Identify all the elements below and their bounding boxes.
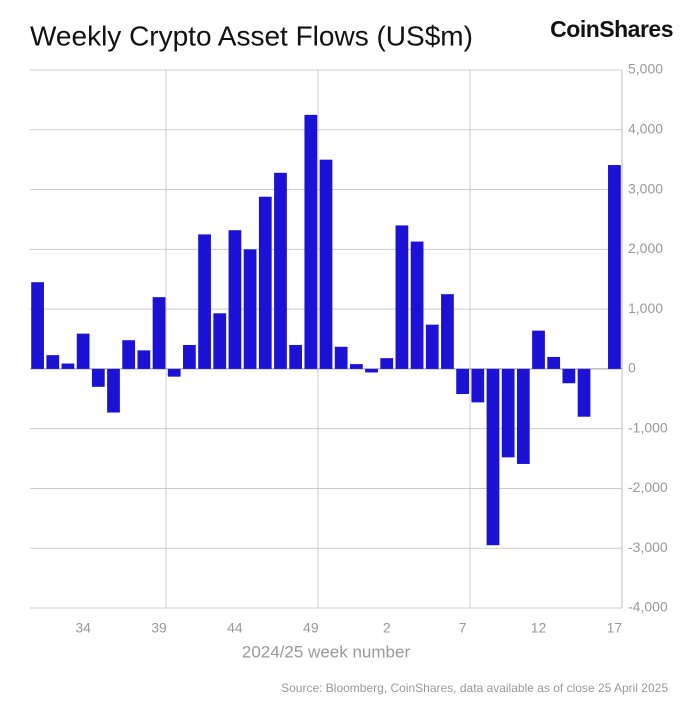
bar bbox=[228, 230, 242, 369]
x-tick-label: 2 bbox=[383, 620, 391, 636]
bar bbox=[562, 368, 576, 384]
bar bbox=[425, 324, 439, 369]
bar bbox=[365, 368, 378, 373]
bar bbox=[410, 241, 424, 369]
bar bbox=[152, 297, 166, 369]
y-tick-label: 0 bbox=[628, 360, 636, 376]
y-tick-label: 4,000 bbox=[628, 120, 663, 136]
x-tick-label: 34 bbox=[75, 620, 91, 636]
bar bbox=[213, 313, 227, 369]
bar bbox=[167, 368, 181, 377]
bar bbox=[304, 114, 318, 369]
y-tick-label: 1,000 bbox=[628, 300, 663, 316]
bar bbox=[577, 368, 591, 417]
y-tick-label: -4,000 bbox=[628, 599, 668, 615]
bar bbox=[486, 368, 500, 546]
y-tick-label: -2,000 bbox=[628, 479, 668, 495]
bar bbox=[516, 368, 530, 464]
y-tick-label: -1,000 bbox=[628, 419, 668, 435]
bar bbox=[183, 344, 196, 369]
x-tick-label: 12 bbox=[531, 620, 547, 636]
x-tick-label: 44 bbox=[227, 620, 243, 636]
chart-title: Weekly Crypto Asset Flows (US$m) bbox=[30, 20, 473, 51]
bar bbox=[441, 294, 454, 369]
bar bbox=[289, 344, 303, 369]
bar bbox=[547, 356, 561, 369]
y-tick-label: 3,000 bbox=[628, 180, 663, 196]
bar bbox=[61, 363, 75, 369]
bar bbox=[471, 368, 485, 403]
source-note: Source: Bloomberg, CoinShares, data avai… bbox=[281, 681, 668, 695]
bar bbox=[501, 368, 515, 458]
bar bbox=[395, 225, 409, 369]
bar bbox=[319, 159, 333, 369]
bar bbox=[274, 172, 287, 369]
bar bbox=[122, 340, 136, 369]
bar bbox=[137, 350, 151, 369]
bar bbox=[243, 249, 257, 369]
bar bbox=[46, 355, 60, 369]
bar bbox=[91, 368, 105, 387]
bar bbox=[380, 358, 394, 369]
bar bbox=[608, 165, 621, 369]
x-tick-label: 7 bbox=[459, 620, 467, 636]
bar bbox=[31, 282, 44, 369]
bar bbox=[456, 368, 469, 394]
y-tick-label: 2,000 bbox=[628, 240, 663, 256]
brand-logo: CoinShares bbox=[550, 16, 673, 42]
x-axis-title: 2024/25 week number bbox=[242, 642, 411, 661]
bar bbox=[107, 368, 120, 413]
bar bbox=[258, 196, 272, 369]
x-tick-label: 49 bbox=[303, 620, 319, 636]
y-tick-label: -3,000 bbox=[628, 539, 668, 555]
y-tick-label: 5,000 bbox=[628, 61, 663, 77]
bar bbox=[198, 234, 211, 369]
bar bbox=[334, 346, 348, 369]
x-tick-label: 17 bbox=[607, 620, 623, 636]
bar bbox=[349, 364, 363, 369]
bar bbox=[76, 333, 90, 369]
x-tick-label: 39 bbox=[151, 620, 167, 636]
bar bbox=[532, 330, 545, 369]
